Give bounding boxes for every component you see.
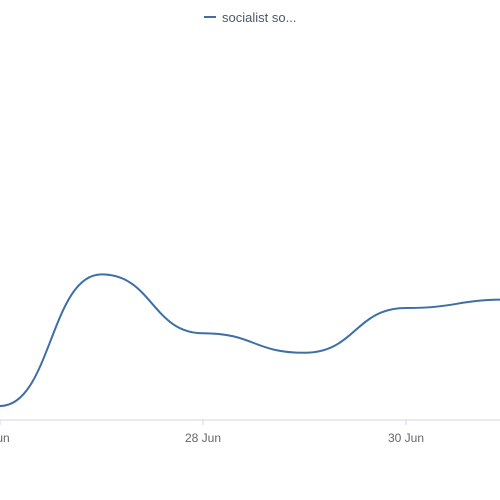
legend[interactable]: socialist so... bbox=[204, 10, 296, 25]
series-line[interactable] bbox=[0, 273, 500, 407]
series-layer bbox=[0, 273, 500, 407]
x-tick-label: Jun bbox=[0, 431, 10, 445]
x-tick-label: 28 Jun bbox=[185, 431, 221, 445]
x-tick-label: 30 Jun bbox=[388, 431, 424, 445]
legend-label: socialist so... bbox=[222, 10, 296, 25]
x-axis-ticks: Jun 28 Jun 30 Jun bbox=[0, 420, 424, 445]
